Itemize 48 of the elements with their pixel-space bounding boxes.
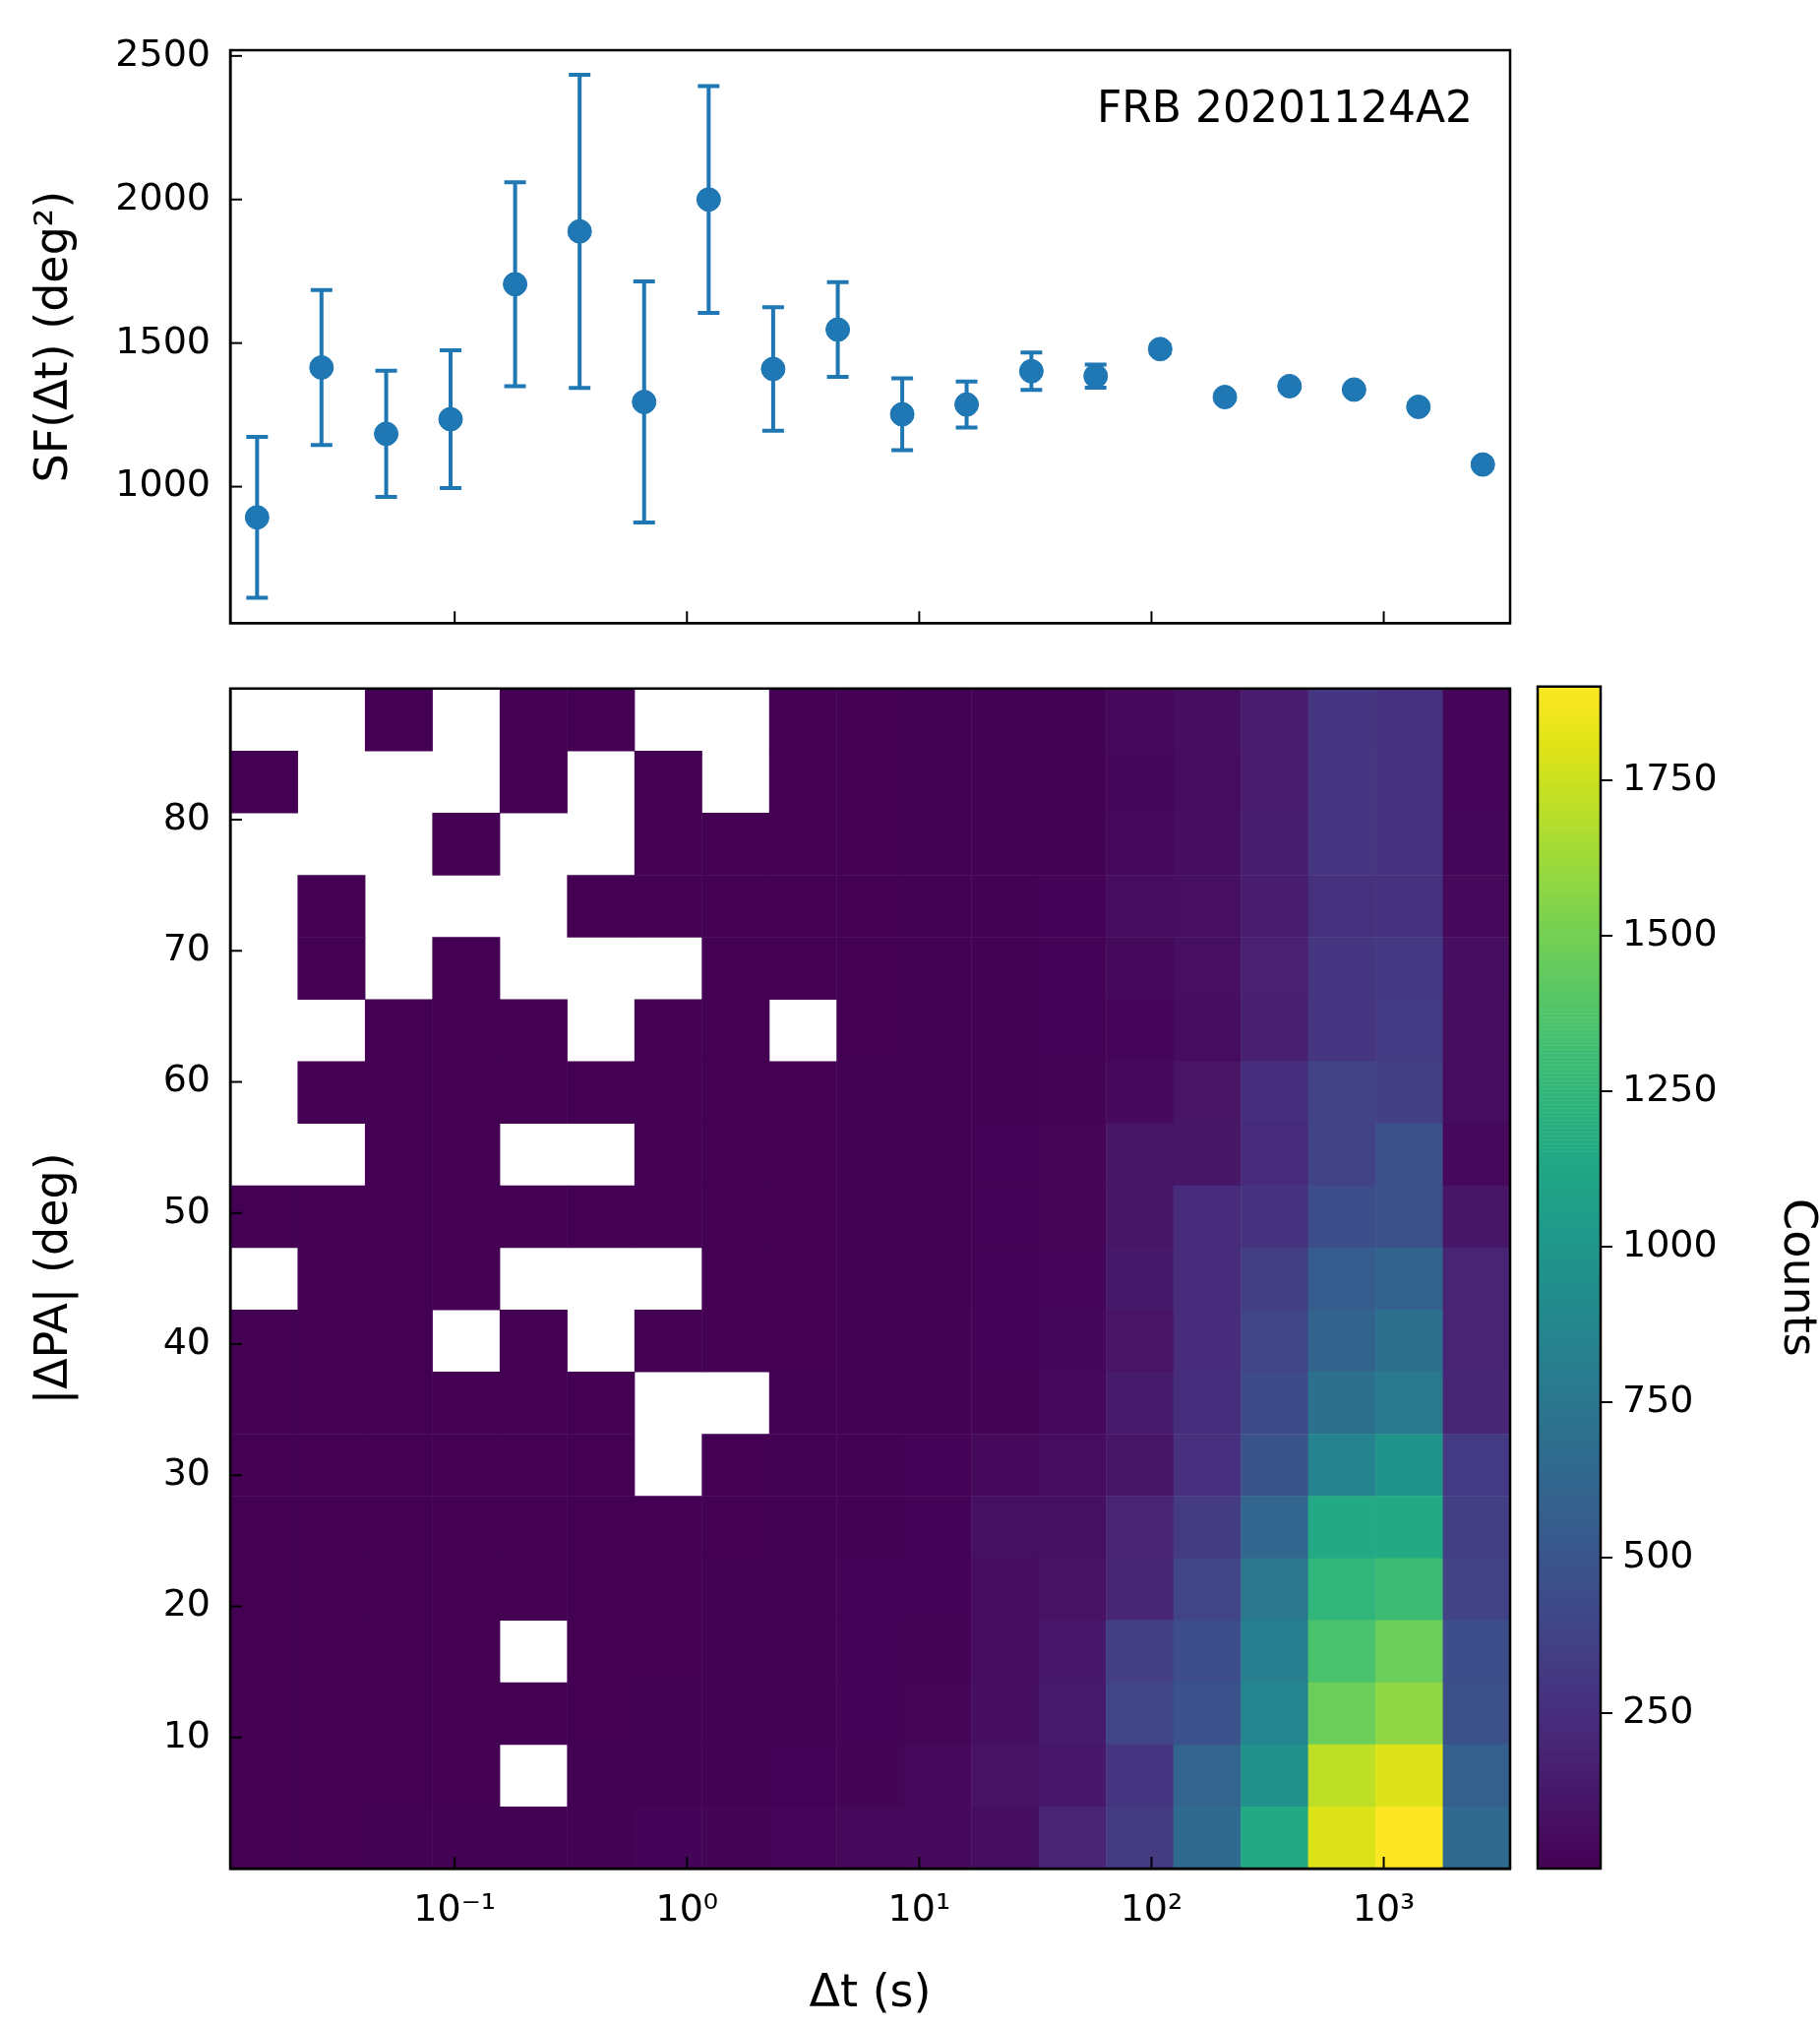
point [567,218,592,244]
color-bar-label: 500 [1622,1533,1694,1577]
x-axis-title: Δt (s) [809,1964,932,2018]
point [244,505,270,530]
y-tick-label: 60 [162,1057,211,1101]
x-tick-label: 10⁰ [655,1885,719,1930]
point [760,356,786,382]
annotation: FRB 20201124A2 [1096,82,1473,133]
point [696,187,721,213]
color-bar-label: 750 [1622,1378,1694,1422]
y-axis-title: SF(Δt) (deg²) [24,190,78,483]
color-bar-label: 1750 [1622,755,1718,799]
point [825,317,851,342]
x-tick-label: 10¹ [887,1885,951,1930]
point [503,272,528,297]
color-bar-label: 1250 [1622,1066,1718,1110]
point [1147,337,1173,362]
y-tick-label: 30 [162,1450,211,1495]
y-tick-label: 2000 [115,174,211,218]
color-bar-label: 1500 [1622,910,1718,954]
y-tick-label: 70 [162,926,211,970]
point [374,421,399,447]
color-bar-label: 1000 [1622,1221,1718,1265]
point [954,392,980,417]
point [632,389,657,414]
y-tick-label: 1000 [115,461,211,506]
y-tick-label: 1500 [115,318,211,362]
point [1470,452,1495,477]
point [1406,394,1431,419]
x-tick-label: 10² [1120,1885,1183,1930]
color-bar-title: Counts [1774,1198,1820,1357]
y-tick-label: 40 [162,1319,211,1363]
point [1212,385,1238,410]
x-tick-label: 10⁻¹ [413,1885,497,1930]
y-tick-label: 80 [162,794,211,838]
point [1018,358,1044,384]
point [889,401,915,427]
x-tick-label: 10³ [1352,1885,1416,1930]
y-tick-label: 2500 [115,31,211,75]
point [309,354,334,380]
point [1277,373,1303,399]
y-tick-label: 20 [162,1581,211,1626]
y-tick-label: 50 [162,1188,211,1232]
point [1341,377,1366,402]
point [438,406,463,432]
color-bar-label: 250 [1622,1688,1694,1733]
y-axis-title: |ΔPA| (deg) [24,1152,79,1405]
y-tick-label: 10 [162,1712,211,1756]
